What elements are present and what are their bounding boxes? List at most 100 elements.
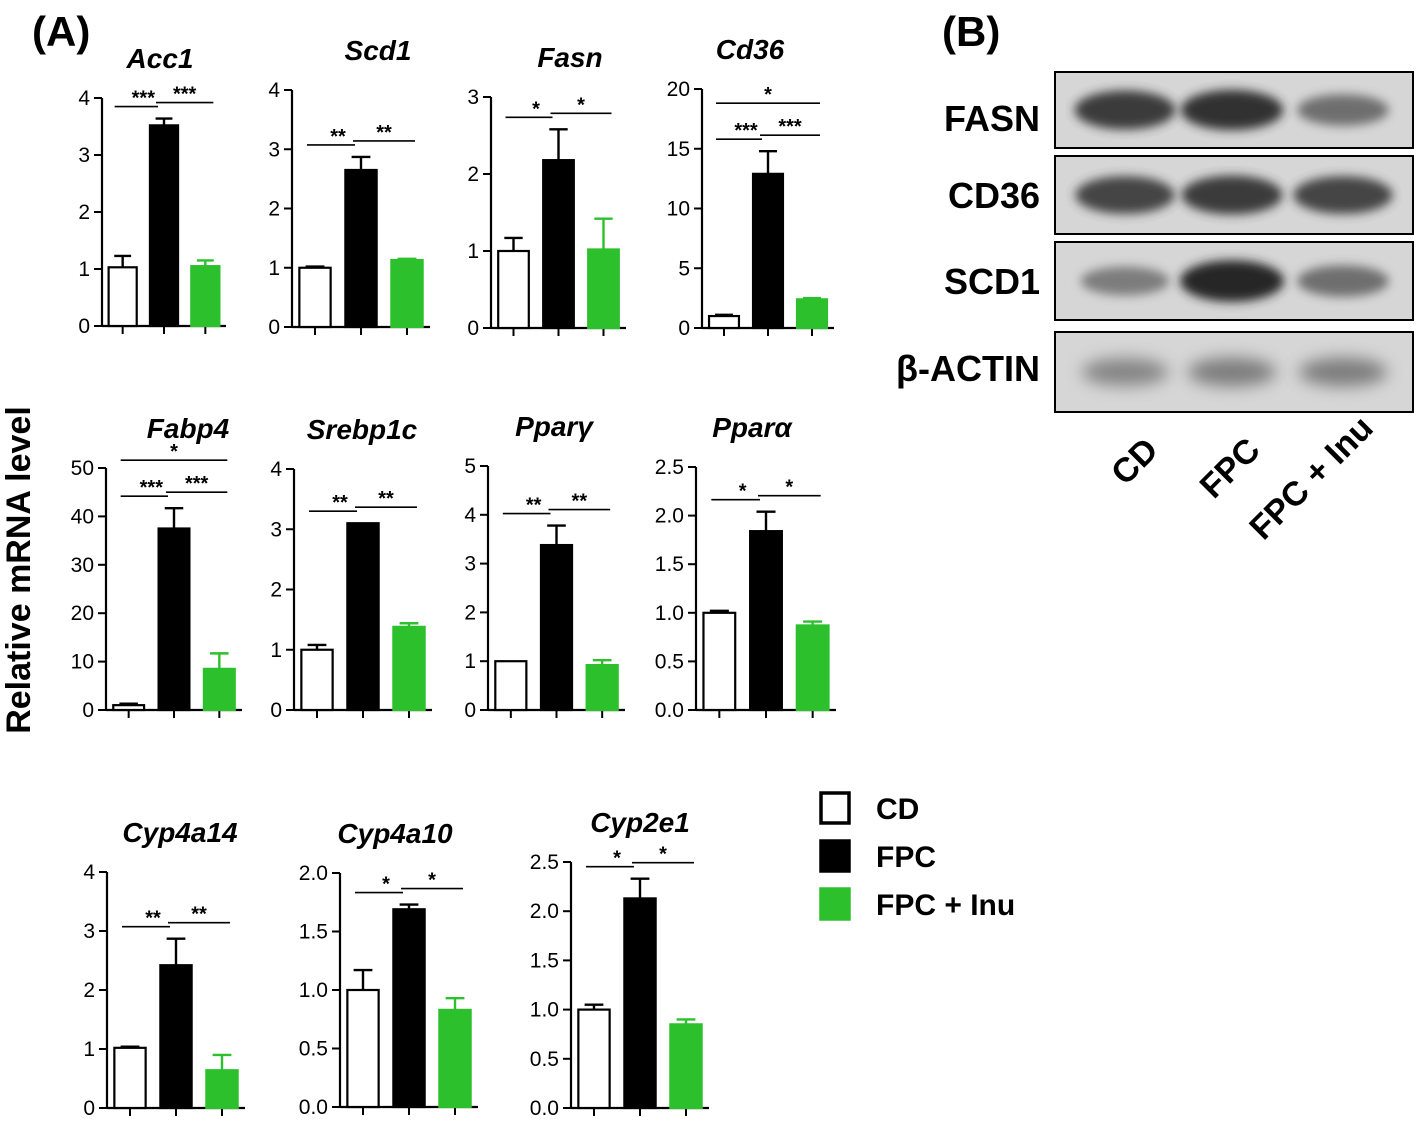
bar-fpc-inu [202, 667, 236, 712]
y-tick-label: 1.0 [655, 602, 684, 625]
y-tick-label: 4 [464, 504, 476, 527]
protein-band [1075, 176, 1175, 214]
protein-band [1180, 260, 1284, 302]
chart-cyp4a10: Cyp4a10 0.0 0.5 1.0 1.5 2.0 * * [299, 818, 478, 1119]
chart-title: Srebp1c [307, 414, 418, 445]
protein-band [1297, 94, 1389, 126]
protein-band [1187, 357, 1277, 387]
bar-fpc [751, 172, 785, 330]
y-tick-label: 1 [464, 650, 476, 673]
chart-title: Cyp4a10 [337, 818, 453, 849]
protein-band [1080, 266, 1170, 296]
significance-label: * [577, 94, 585, 116]
blot-label: SCD1 [944, 261, 1040, 302]
y-tick-label: 4 [83, 861, 95, 884]
bar-fpc-inu [205, 1069, 239, 1110]
y-tick-label: 2 [268, 198, 280, 221]
bar-fpc [392, 908, 426, 1109]
blot-row-scd1: SCD1 [944, 241, 1414, 321]
significance-label: * [659, 844, 667, 866]
y-tick-label: 1 [467, 240, 479, 263]
blot-row-cd36: CD36 [948, 155, 1414, 235]
protein-band [1298, 357, 1388, 387]
legend-swatch-fpc-inu [819, 887, 851, 921]
chart-cyp2e1: Cyp2e1 0.0 0.5 1.0 1.5 2.0 2.5 * * [530, 807, 709, 1120]
bar-cd [577, 1008, 611, 1110]
y-tick-label: 2 [464, 601, 476, 624]
y-tick-label: 0.5 [299, 1038, 328, 1061]
blot-label: β-ACTIN [896, 348, 1040, 389]
bar-fpc [344, 168, 378, 329]
legend-label: CD [876, 793, 919, 826]
significance-label: * [382, 874, 390, 896]
chart-title: Pparα [712, 412, 793, 443]
chart-ppar: Pparα 0.0 0.5 1.0 1.5 2.0 2.5 * * [655, 412, 836, 722]
legend-swatch-cd [819, 791, 851, 825]
bar-fpc-inu [795, 298, 829, 330]
y-tick-label: 1 [78, 258, 90, 281]
blot-label: FASN [944, 98, 1040, 139]
y-tick-label: 20 [71, 602, 94, 625]
y-tick-label: 4 [78, 87, 90, 110]
y-tick-label: 2.0 [655, 505, 684, 528]
y-tick-label: 0.0 [299, 1096, 328, 1119]
significance-label: * [785, 477, 793, 499]
bar-cd [107, 266, 138, 328]
lane-label-fpc: FPC [1193, 431, 1268, 506]
significance-label: * [739, 481, 747, 503]
legend-swatch-fpc [819, 839, 851, 873]
chart-title: Fabp4 [147, 413, 230, 444]
y-tick-label: 0 [270, 699, 282, 722]
significance-label: ** [378, 488, 394, 510]
blot-row--actin: β-ACTIN [896, 331, 1414, 413]
y-tick-label: 40 [71, 505, 94, 528]
y-tick-label: 0 [464, 699, 476, 722]
bar-cd [112, 704, 146, 712]
y-tick-label: 2 [78, 201, 90, 224]
significance-label: ** [526, 495, 542, 517]
significance-label: *** [140, 477, 164, 499]
y-tick-label: 1 [83, 1038, 95, 1061]
y-tick-label: 0 [678, 317, 690, 340]
bar-fpc [749, 530, 783, 712]
y-tick-label: 5 [678, 257, 690, 280]
protein-band [1181, 175, 1283, 215]
y-tick-label: 20 [667, 78, 690, 101]
y-tick-label: 0.0 [655, 699, 684, 722]
bar-fpc-inu [438, 1008, 472, 1109]
bar-fpc-inu [587, 248, 620, 330]
lane-label-cd: CD [1104, 431, 1166, 493]
bar-fpc [623, 897, 657, 1110]
protein-band [1297, 265, 1389, 297]
y-tick-label: 3 [268, 138, 280, 161]
chart-title: Acc1 [126, 43, 194, 74]
y-tick-label: 1.5 [655, 553, 684, 576]
bar-fpc-inu [669, 1023, 703, 1110]
chart-cyp4a14: Cyp4a14 0 1 2 3 4 ** ** [83, 817, 245, 1120]
significance-label: ** [332, 492, 348, 514]
y-tick-label: 0 [82, 699, 94, 722]
bar-cd [707, 314, 741, 330]
bar-fpc-inu [585, 664, 619, 712]
y-tick-label: 4 [270, 458, 282, 481]
chart-scd1: Scd1 0 1 2 3 4 ** ** [268, 35, 430, 339]
y-tick-label: 0.5 [530, 1048, 559, 1071]
significance-label: *** [734, 120, 758, 142]
significance-label: ** [330, 126, 346, 148]
chart-title: Cd36 [716, 34, 785, 65]
y-tick-label: 15 [667, 138, 690, 161]
y-tick-label: 2 [83, 979, 95, 1002]
protein-band [1081, 358, 1169, 386]
blot-row-fasn: FASN [944, 71, 1414, 149]
y-tick-label: 3 [83, 920, 95, 943]
chart-title: Pparγ [515, 411, 594, 442]
y-tick-label: 3 [78, 144, 90, 167]
significance-label: *** [173, 84, 197, 106]
y-tick-label: 3 [270, 518, 282, 541]
bar-cd [113, 1046, 147, 1110]
bar-fpc [346, 522, 380, 712]
